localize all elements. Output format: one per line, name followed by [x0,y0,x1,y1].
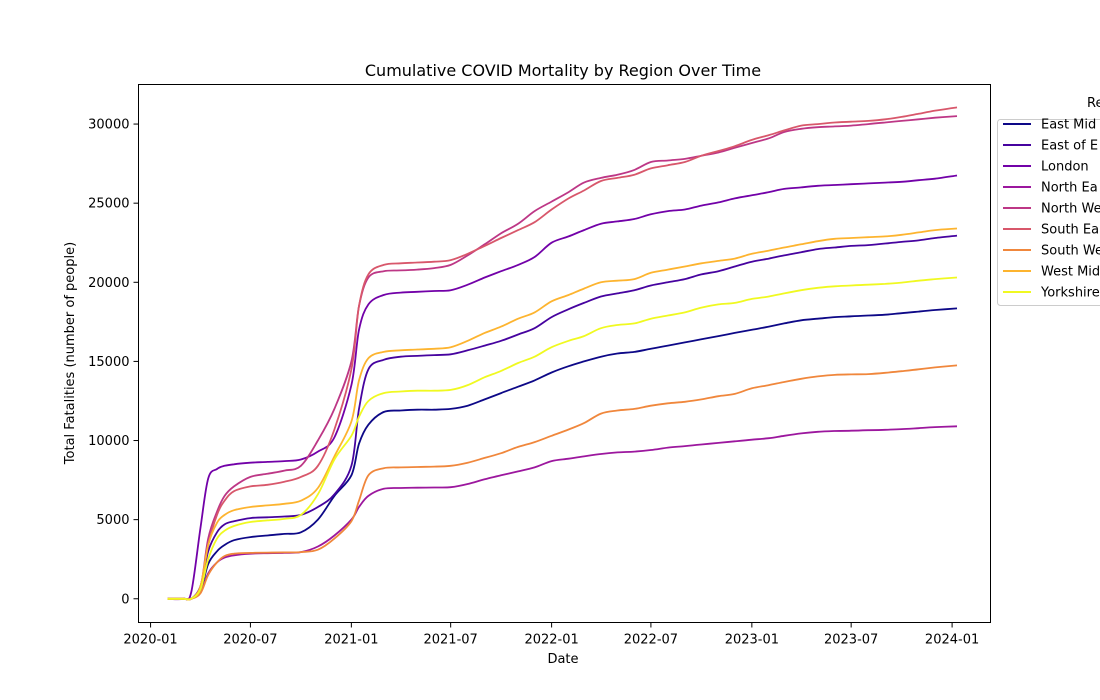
y-axis-title: Total Fatalities (number of people) [63,242,78,465]
y-tick-label: 15000 [88,355,129,370]
x-tick-label: 2022-01 [524,633,578,648]
legend-entries: East Mid East of E London North Ea North We S… [1003,118,1100,301]
y-tick-label: 20000 [88,276,129,291]
chart-title: Cumulative COVID Mortality by Region Ove… [365,61,761,80]
legend-label: South Ea [1041,223,1099,238]
x-tick-label: 2020-01 [123,633,177,648]
y-tick-label: 0 [121,592,129,607]
y-axis: 0 5000 10000 15000 20000 25000 30000 [88,118,139,607]
series-line-2 [167,174,958,601]
y-tick-label: 30000 [88,118,129,133]
legend-label: North We [1041,202,1100,217]
plot-lines [167,106,958,601]
series-line-8 [167,276,958,601]
legend-title: Re [1087,96,1100,111]
x-tick-label: 2023-07 [824,633,878,648]
series-line-7 [167,227,958,601]
legend: Re East Mid East of E London North Ea North … [997,96,1100,306]
x-tick-label: 2023-01 [725,633,779,648]
x-axis: 2020-01 2020-07 2021-01 2021-07 2022-01 2022-… [123,622,979,648]
x-tick-label: 2020-07 [223,633,277,648]
x-axis-title: Date [547,652,578,667]
x-tick-label: 2024-01 [925,633,979,648]
legend-label: East Mid [1041,118,1096,133]
legend-label: West Mid [1041,265,1100,280]
legend-label: Yorkshire [1040,286,1100,301]
series-line-6 [167,364,958,601]
y-tick-label: 25000 [88,197,129,212]
y-tick-label: 5000 [96,513,129,528]
y-tick-label: 10000 [88,434,129,449]
series-line-4 [167,115,958,601]
series-line-3 [167,425,958,601]
plot-area-frame [138,84,991,623]
legend-label: South We [1041,244,1100,259]
legend-label: East of E [1041,139,1098,154]
legend-label: North Ea [1041,181,1098,196]
x-tick-label: 2021-07 [423,633,477,648]
series-line-1 [167,234,958,601]
x-tick-label: 2022-07 [624,633,678,648]
legend-label: London [1041,160,1089,175]
series-line-5 [167,106,958,601]
x-tick-label: 2021-01 [324,633,378,648]
series-line-0 [167,307,958,601]
